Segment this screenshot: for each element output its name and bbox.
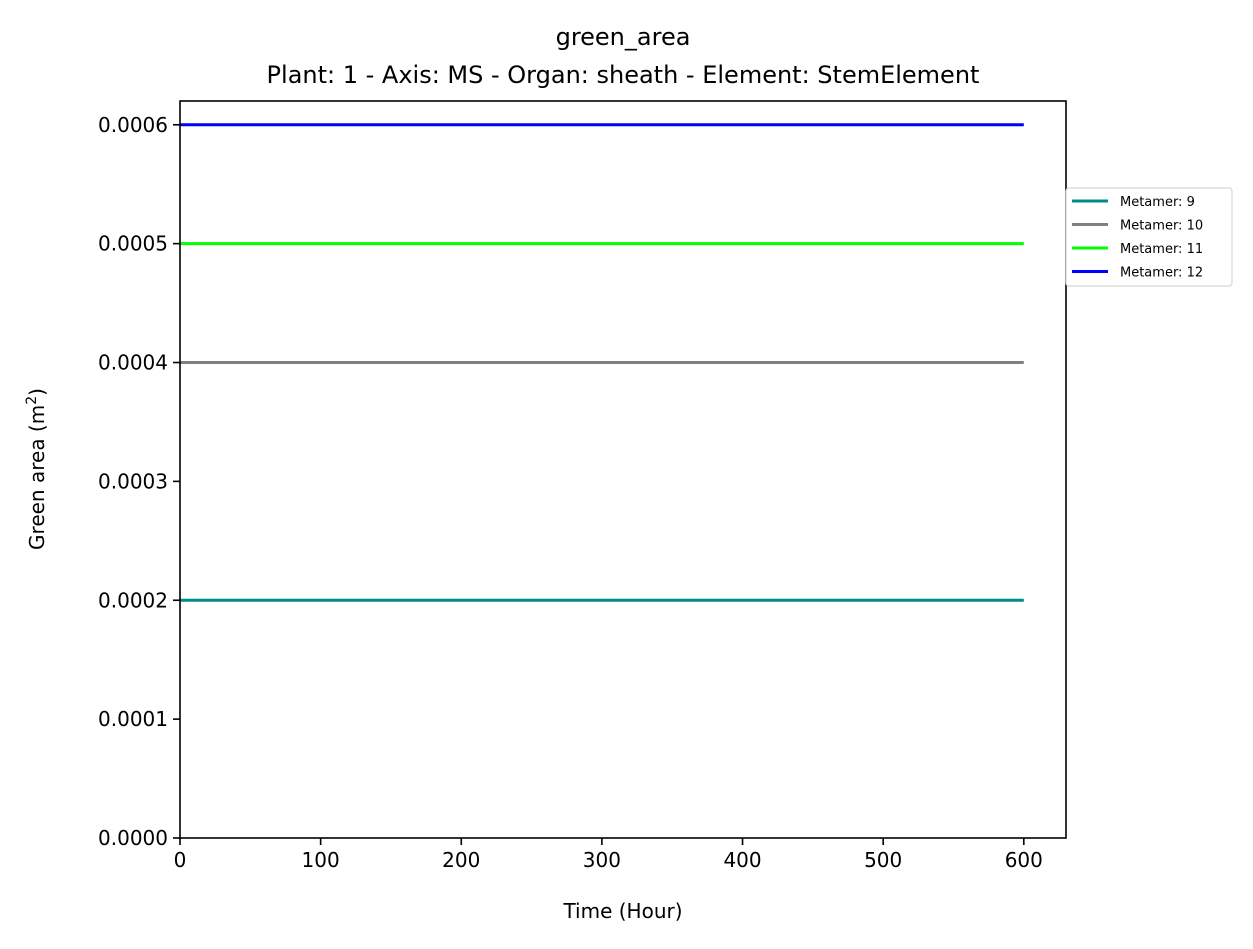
- x-tick-label: 300: [583, 848, 621, 872]
- legend-label: Metamer: 12: [1120, 266, 1203, 281]
- x-tick-label: 200: [442, 848, 480, 872]
- y-axis-label-close: ): [25, 388, 49, 396]
- y-tick-label: 0.0001: [98, 707, 168, 731]
- legend-label: Metamer: 11: [1120, 242, 1203, 257]
- chart-subtitle: Plant: 1 - Axis: MS - Organ: sheath - El…: [267, 61, 980, 89]
- legend: Metamer: 9 Metamer: 10 Metamer: 11 Metamer:…: [1065, 187, 1233, 287]
- x-tick-label: 400: [723, 848, 761, 872]
- chart-title: green_area: [556, 23, 691, 51]
- y-tick-label: 0.0000: [98, 826, 168, 850]
- y-axis-label-text: Green area (m: [25, 405, 49, 550]
- legend-box: [1065, 187, 1233, 287]
- x-tick-label: 600: [1005, 848, 1043, 872]
- x-tick-label: 0: [174, 848, 187, 872]
- y-axis-label-superscript: 2: [24, 396, 40, 405]
- y-tick-label: 0.0005: [98, 232, 168, 256]
- y-tick-label: 0.0002: [98, 588, 168, 612]
- legend-label: Metamer: 10: [1120, 219, 1203, 234]
- y-axis-label: Green area (m2): [24, 388, 49, 550]
- x-tick-label: 100: [302, 848, 340, 872]
- y-tick-label: 0.0003: [98, 469, 168, 493]
- x-tick-label: 500: [864, 848, 902, 872]
- y-tick-label: 0.0006: [98, 113, 168, 137]
- plot-area: 0 100 200 300 400 500 600 0.0000 0.0001 0.0002 0.0…: [98, 100, 1067, 872]
- y-tick-label: 0.0004: [98, 351, 168, 375]
- plot-frame: [179, 100, 1067, 839]
- legend-label: Metamer: 9: [1120, 195, 1195, 210]
- x-axis-label: Time (Hour): [562, 899, 682, 923]
